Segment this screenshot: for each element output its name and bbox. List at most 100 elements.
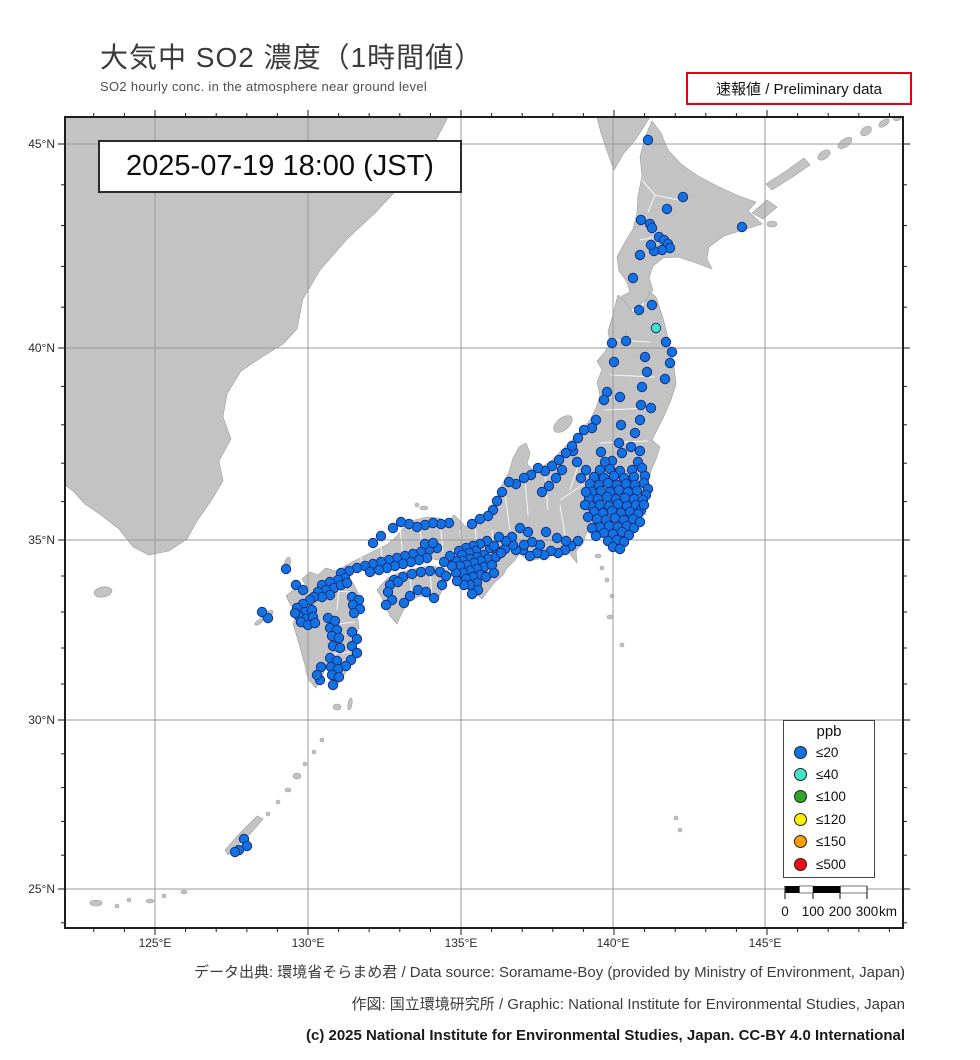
- station-dot: [606, 337, 618, 349]
- station-dot: [346, 626, 358, 638]
- station-dot: [634, 445, 646, 457]
- station-dot: [440, 570, 452, 582]
- station-dot: [560, 535, 572, 547]
- station-dot: [556, 464, 568, 476]
- legend-item: ≤100: [784, 786, 874, 808]
- station-dot: [373, 564, 385, 576]
- scale-bar-number: 0: [781, 904, 789, 919]
- scale-bar: 0 100 200 300 km: [781, 885, 897, 919]
- station-dot: [578, 424, 590, 436]
- land-kuril-island: [860, 125, 872, 137]
- land-tanegashima: [347, 697, 353, 711]
- station-dot: [341, 577, 353, 589]
- station-dot: [677, 191, 689, 203]
- land-tokara-island: [311, 749, 317, 755]
- station-dot: [661, 203, 673, 215]
- station-dot: [550, 472, 562, 484]
- land-kuril-island: [878, 118, 890, 128]
- station-dot: [398, 597, 410, 609]
- station-dot: [503, 476, 515, 488]
- station-dot: [601, 491, 613, 503]
- station-dot: [609, 512, 621, 524]
- station-dot: [466, 588, 478, 600]
- station-dot: [364, 566, 376, 578]
- land-izu-island: [606, 614, 614, 620]
- station-dot: [602, 477, 614, 489]
- station-dot: [572, 535, 584, 547]
- preliminary-data-badge: 速報値 / Preliminary data: [686, 72, 912, 105]
- station-dot: [580, 486, 592, 498]
- station-dot: [280, 563, 292, 575]
- land-tokara-island: [319, 737, 325, 743]
- lon-tick-label: 125°E: [139, 936, 172, 950]
- station-dot: [629, 427, 641, 439]
- legend-color-dot: [794, 812, 807, 826]
- station-dot: [595, 446, 607, 458]
- legend-item: ≤120: [784, 808, 874, 830]
- station-dot: [636, 381, 648, 393]
- station-dot: [536, 486, 548, 498]
- land-sakishima-island: [161, 893, 167, 899]
- station-dot: [650, 322, 662, 334]
- station-dot: [229, 846, 241, 858]
- data-source-credit: データ出典: 環境省そらまめ君 / Data source: Soramame-…: [193, 964, 905, 981]
- station-dot: [392, 576, 404, 588]
- lat-tick-label: 40°N: [28, 341, 55, 355]
- land-izu-island: [594, 553, 602, 559]
- station-dot: [415, 566, 427, 578]
- land-amami: [292, 772, 302, 780]
- station-dot: [297, 584, 309, 596]
- land-sakishima-island: [114, 903, 120, 909]
- station-dot: [590, 530, 602, 542]
- scale-bar-number: 200: [829, 904, 852, 919]
- land-kuril-island: [837, 137, 853, 149]
- station-dot: [451, 575, 463, 587]
- land-shikotan: [766, 220, 778, 228]
- scale-bar-unit: km: [879, 904, 897, 919]
- station-dot: [493, 531, 505, 543]
- land-izu-island: [604, 577, 610, 583]
- legend-item: ≤150: [784, 831, 874, 853]
- station-dot: [495, 547, 507, 559]
- lat-tick-label: 35°N: [28, 533, 55, 547]
- station-dot: [551, 532, 563, 544]
- station-dot: [575, 472, 587, 484]
- station-dot: [488, 540, 500, 552]
- station-dot: [311, 669, 323, 681]
- station-dot: [428, 592, 440, 604]
- scale-bar-number: 100: [802, 904, 825, 919]
- footer-credits: データ出典: 環境省そらまめ君 / Data source: Soramame-…: [0, 961, 905, 1044]
- station-dot: [639, 351, 651, 363]
- station-dot: [635, 214, 647, 226]
- lat-tick-label: 45°N: [28, 137, 55, 151]
- station-dot: [466, 518, 478, 530]
- station-dot: [496, 486, 508, 498]
- station-dot: [553, 454, 565, 466]
- station-dot: [518, 539, 530, 551]
- station-dot: [348, 607, 360, 619]
- land-jeju: [93, 586, 113, 598]
- legend-item-label: ≤20: [816, 744, 839, 760]
- land-kuril-island: [893, 117, 903, 122]
- station-dot: [290, 579, 302, 591]
- lat-tick-label: 25°N: [28, 882, 55, 896]
- lon-tick-label: 135°E: [445, 936, 478, 950]
- station-dot: [406, 568, 418, 580]
- scale-bar-number: 300: [856, 904, 879, 919]
- station-dot: [579, 499, 591, 511]
- station-dot: [351, 647, 363, 659]
- legend-item-label: ≤40: [816, 767, 839, 783]
- station-dot: [404, 590, 416, 602]
- land-sakishima-island: [89, 899, 103, 907]
- timestamp-label: 2025-07-19 18:00 (JST): [126, 150, 434, 182]
- page-title: 大気中 SO2 濃度（1時間値）: [100, 42, 484, 73]
- station-dot: [380, 599, 392, 611]
- land-oki: [419, 505, 429, 511]
- legend-item-label: ≤100: [816, 789, 846, 805]
- station-dot: [351, 633, 363, 645]
- station-dot: [635, 399, 647, 411]
- station-dot: [633, 304, 645, 316]
- lat-tick-label: 30°N: [28, 713, 55, 727]
- station-dot: [614, 543, 626, 555]
- land-sakishima-island: [180, 889, 188, 895]
